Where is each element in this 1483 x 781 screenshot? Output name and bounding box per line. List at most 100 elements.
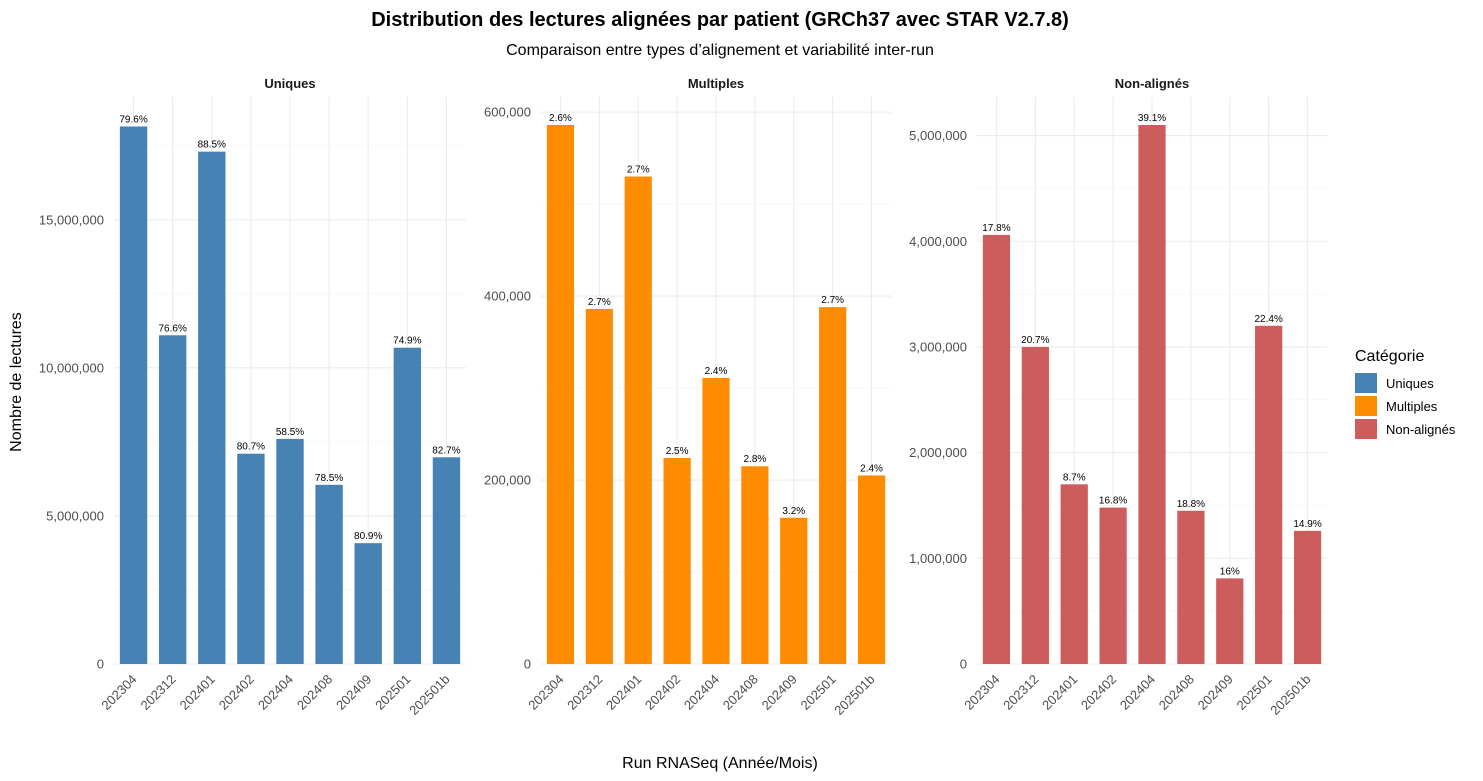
bar-non-alignes-202401	[1060, 484, 1088, 664]
x-tick-label: 202304	[98, 672, 139, 713]
x-tick-label: 202501b	[1267, 672, 1313, 718]
legend-label-uniques: Uniques	[1386, 376, 1434, 391]
facet-title-non-alignes: Non-alignés	[1115, 76, 1189, 91]
legend-title: Catégorie	[1355, 348, 1424, 365]
legend-label-multiples: Multiples	[1386, 399, 1438, 414]
bar-multiples-202501b	[857, 475, 886, 664]
x-tick-label: 202312	[564, 672, 605, 713]
bar-multiples-202408	[741, 466, 769, 664]
x-tick-label: 202312	[137, 672, 178, 713]
y-axis-title: Nombre de lectures	[8, 312, 25, 452]
data-label: 39.1%	[1138, 113, 1166, 124]
bar-multiples-202409	[780, 517, 808, 664]
data-label: 79.6%	[119, 114, 147, 125]
data-label: 14.9%	[1293, 519, 1321, 530]
legend-label-non-alignes: Non-alignés	[1386, 422, 1456, 437]
legend-key-non-alignes	[1355, 419, 1377, 439]
bar-multiples-202402	[663, 457, 691, 664]
bar-uniques-202401	[198, 151, 226, 665]
y-tick-label: 0	[960, 657, 967, 672]
panel-multiples: 0 200,000 400,000 600,000 Multiples 2.6% 2.7% 2…	[484, 76, 891, 718]
x-tick-label: 202402	[642, 672, 683, 713]
bar-uniques-202501	[393, 347, 422, 664]
bar-non-alignes-202501	[1255, 325, 1283, 664]
x-tick-label: 202409	[1195, 672, 1236, 713]
data-label: 16.8%	[1099, 496, 1127, 507]
x-axis-title: Run RNASeq (Année/Mois)	[622, 755, 818, 772]
data-label: 2.5%	[666, 446, 689, 457]
data-label: 20.7%	[1021, 335, 1049, 346]
panel-uniques: 0 5,000,000 10,000,000 15,000,000 Uniques 79.…	[39, 76, 466, 718]
data-label: 78.5%	[315, 473, 343, 484]
x-tick-label: 202401	[603, 672, 644, 713]
bar-uniques-202501b	[432, 457, 461, 664]
bar-non-alignes-202408	[1177, 510, 1205, 664]
chart-title: Distribution des lectures alignées par p…	[371, 9, 1069, 31]
bar-multiples-202312	[585, 308, 613, 664]
data-label: 3.2%	[782, 506, 805, 517]
legend-key-uniques	[1355, 373, 1377, 393]
data-label: 58.5%	[276, 427, 304, 438]
x-tick-label: 202401	[177, 672, 218, 713]
x-tick-label: 202404	[255, 672, 296, 713]
bar-uniques-202402	[237, 453, 265, 664]
bar-uniques-202409	[354, 543, 382, 664]
legend: Catégorie Uniques Multiples Non-alignés	[1355, 348, 1456, 439]
bar-uniques-202312	[158, 335, 187, 664]
bar-multiples-202501	[819, 307, 847, 664]
data-label: 82.7%	[432, 445, 460, 456]
data-label: 2.7%	[588, 297, 611, 308]
y-tick-label: 400,000	[484, 289, 531, 304]
bar-non-alignes-202501b	[1293, 530, 1322, 664]
x-tick-label: 202404	[681, 672, 722, 713]
bar-multiples-202401	[624, 176, 652, 664]
y-tick-label: 10,000,000	[39, 360, 104, 375]
data-label: 76.6%	[158, 323, 186, 334]
x-tick-label: 202304	[961, 672, 1002, 713]
y-tick-label: 600,000	[484, 105, 531, 120]
bar-non-alignes-202312	[1021, 346, 1049, 664]
bar-non-alignes-202304	[982, 234, 1011, 664]
x-tick-label: 202404	[1117, 672, 1158, 713]
x-tick-label: 202501b	[406, 672, 452, 718]
y-tick-label: 0	[97, 657, 104, 672]
x-tick-label: 202408	[1156, 672, 1197, 713]
x-tick-label: 202401	[1039, 672, 1080, 713]
data-label: 18.8%	[1177, 499, 1205, 510]
y-tick-label: 5,000,000	[909, 128, 967, 143]
bar-multiples-202304	[546, 125, 575, 664]
data-label: 16%	[1220, 566, 1240, 577]
data-label: 2.7%	[821, 295, 844, 306]
x-tick-label: 202409	[759, 672, 800, 713]
x-tick-label: 202501b	[831, 672, 877, 718]
y-tick-label: 15,000,000	[39, 212, 104, 227]
bar-uniques-202404	[276, 438, 304, 664]
data-label: 2.4%	[860, 463, 883, 474]
data-label: 80.7%	[237, 442, 265, 453]
x-tick-label: 202304	[525, 672, 566, 713]
data-label: 2.6%	[549, 113, 572, 124]
panel-non-alignes: 0 1,000,000 2,000,000 3,000,000 4,000,000 5,0…	[909, 76, 1327, 718]
y-tick-label: 1,000,000	[909, 551, 967, 566]
facet-title-multiples: Multiples	[688, 76, 744, 91]
data-label: 17.8%	[982, 223, 1010, 234]
bar-non-alignes-202402	[1099, 507, 1127, 664]
bar-non-alignes-202404	[1138, 125, 1166, 664]
data-label: 88.5%	[198, 140, 226, 151]
x-tick-label: 202402	[1078, 672, 1119, 713]
facet-title-uniques: Uniques	[264, 76, 315, 91]
facet-panels: 0 5,000,000 10,000,000 15,000,000 Uniques 79.…	[39, 76, 1327, 718]
data-label: 80.9%	[354, 531, 382, 542]
bar-uniques-202408	[315, 484, 343, 664]
x-tick-label: 202402	[216, 672, 257, 713]
x-tick-label: 202312	[1000, 672, 1041, 713]
data-label: 74.9%	[393, 336, 421, 347]
bar-non-alignes-202409	[1216, 578, 1244, 664]
data-label: 2.7%	[627, 165, 650, 176]
bar-multiples-202404	[702, 377, 730, 664]
x-tick-label: 202408	[720, 672, 761, 713]
chart-subtitle: Comparaison entre types d’alignement et …	[506, 42, 934, 59]
x-tick-label: 202409	[333, 672, 374, 713]
legend-key-multiples	[1355, 396, 1377, 416]
